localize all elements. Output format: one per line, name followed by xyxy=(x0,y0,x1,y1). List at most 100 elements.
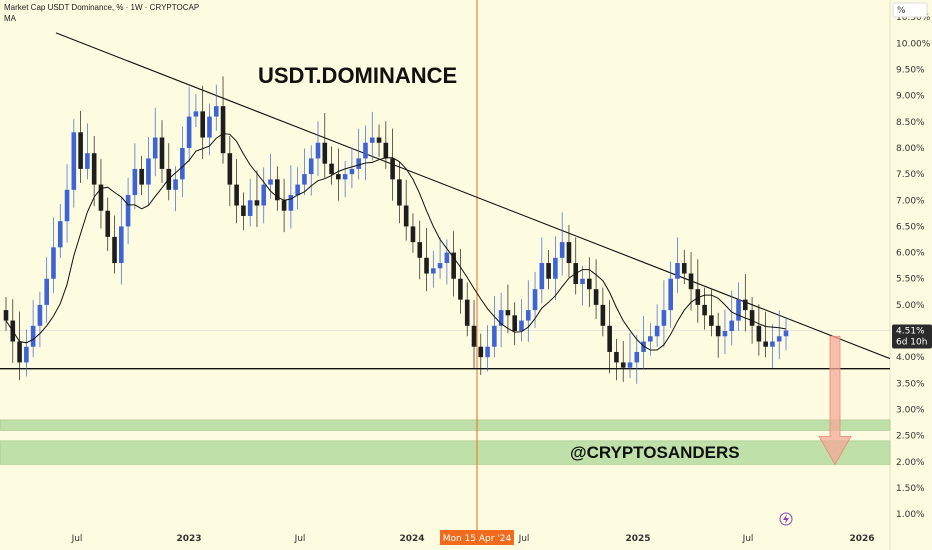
candle-body xyxy=(776,336,782,342)
candle-body xyxy=(532,289,538,311)
candle-body xyxy=(44,278,49,305)
y-tick-label: 9.50% xyxy=(896,66,925,76)
candle-body xyxy=(356,158,361,169)
candle-body xyxy=(213,106,219,117)
candle-7 xyxy=(51,217,56,293)
candle-body xyxy=(546,263,551,279)
candle-20 xyxy=(139,155,144,196)
candle-96 xyxy=(654,304,660,347)
percent-scale-badge xyxy=(892,2,928,18)
candle-body xyxy=(668,278,673,311)
current-price-value: 4.51% xyxy=(896,327,925,337)
candle-body xyxy=(78,132,83,169)
candle-body xyxy=(417,242,423,258)
candle-body xyxy=(180,147,185,180)
candle-body xyxy=(464,299,470,326)
candle-106 xyxy=(722,309,728,355)
candle-body xyxy=(566,242,572,264)
date-cursor-label: Mon 15 Apr '24 xyxy=(443,534,512,544)
candle-59 xyxy=(403,179,409,241)
candle-body xyxy=(139,168,144,185)
candle-103 xyxy=(702,287,707,330)
candle-80 xyxy=(546,249,551,290)
candle-89 xyxy=(607,300,612,374)
candle-body xyxy=(729,320,735,332)
candle-body xyxy=(98,184,104,211)
candle-body xyxy=(783,330,789,337)
candle-57 xyxy=(390,128,395,201)
x-tick-label: Jul xyxy=(518,534,530,544)
candle-70 xyxy=(478,333,484,375)
candle-body xyxy=(437,263,443,269)
candle-body xyxy=(431,268,436,274)
chart-header-title: Market Cap USDT Dominance, % · 1W · CRYP… xyxy=(4,3,200,12)
candle-91 xyxy=(620,340,626,382)
candle-body xyxy=(173,179,178,190)
y-tick-label: 10.50% xyxy=(896,13,931,23)
candle-72 xyxy=(492,295,497,358)
candle-body xyxy=(24,346,29,363)
candle-body xyxy=(736,299,741,321)
candle-14 xyxy=(98,158,104,229)
demand-zone-0 xyxy=(0,419,891,431)
candle-body xyxy=(458,278,463,300)
candle-body xyxy=(648,336,653,342)
candle-body xyxy=(681,263,687,274)
candle-22 xyxy=(152,107,158,177)
current-price-badge xyxy=(892,324,932,349)
candle-body xyxy=(85,153,90,169)
candle-97 xyxy=(661,280,667,348)
candle-5 xyxy=(37,291,43,348)
candle-102 xyxy=(695,259,701,323)
candle-79 xyxy=(539,237,545,304)
lightning-icon xyxy=(779,512,793,526)
candle-108 xyxy=(736,282,741,332)
candle-75 xyxy=(512,302,517,346)
candle-body xyxy=(743,299,748,311)
candle-body xyxy=(559,242,565,258)
candle-4 xyxy=(30,300,36,358)
candle-body xyxy=(492,325,497,347)
candle-body xyxy=(444,252,450,264)
candle-69 xyxy=(471,300,477,369)
candle-body xyxy=(376,137,382,143)
candle-body xyxy=(702,304,707,316)
candle-98 xyxy=(668,261,673,328)
candle-9 xyxy=(64,164,70,243)
candle-24 xyxy=(166,143,172,201)
candle-86 xyxy=(587,257,592,307)
candle-body xyxy=(620,362,626,368)
y-tick-label: 3.50% xyxy=(896,379,925,389)
candle-10 xyxy=(71,119,77,208)
candle-body xyxy=(57,221,63,248)
y-tick-label: 6.00% xyxy=(896,249,925,259)
candle-83 xyxy=(566,224,572,278)
candle-body xyxy=(403,205,409,227)
candle-body xyxy=(125,195,131,227)
y-tick-label: 7.50% xyxy=(896,170,925,180)
y-tick-label: 1.50% xyxy=(896,484,925,494)
candle-111 xyxy=(756,304,762,356)
candle-body xyxy=(756,325,762,342)
candle-body xyxy=(220,106,226,154)
descending-trendline xyxy=(55,32,891,360)
candle-43 xyxy=(295,167,300,210)
candle-113 xyxy=(770,324,775,369)
candle-104 xyxy=(709,289,714,337)
candle-34 xyxy=(234,158,239,224)
candle-body xyxy=(390,158,395,180)
y-tick-label: 9.00% xyxy=(896,92,925,102)
candle-body xyxy=(505,310,511,316)
candle-body xyxy=(519,320,524,332)
candle-67 xyxy=(458,248,463,314)
candle-body xyxy=(641,341,646,352)
candle-85 xyxy=(580,265,585,306)
candle-body xyxy=(275,179,280,201)
candle-3 xyxy=(24,329,29,377)
candle-99 xyxy=(675,237,680,293)
candle-body xyxy=(695,289,701,305)
candle-body xyxy=(383,142,389,159)
candle-13 xyxy=(91,135,97,207)
candle-body xyxy=(424,257,429,274)
